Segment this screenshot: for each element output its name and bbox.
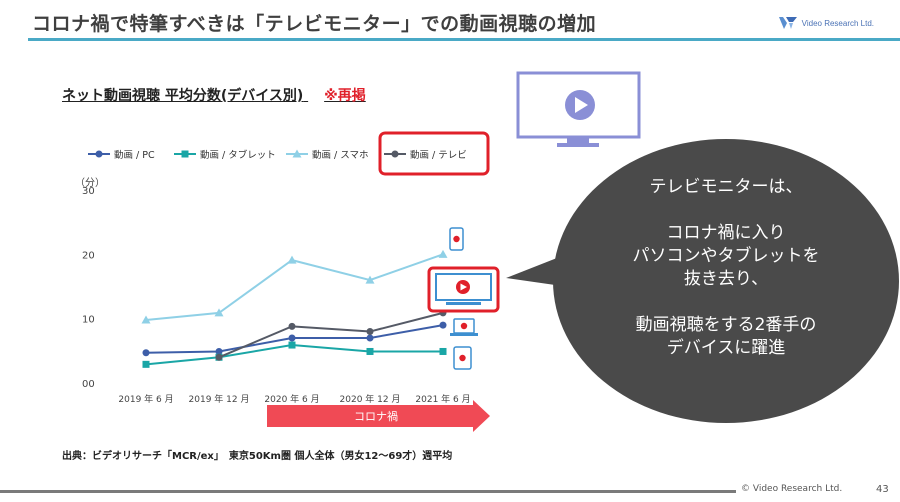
- data-point: [142, 360, 150, 368]
- data-point: [215, 347, 223, 355]
- legend-label: 動画 / タブレット: [200, 149, 276, 161]
- data-point: [366, 328, 374, 336]
- chart-subtitle: ネット動画視聴 平均分数(デバイス別) ※再掲: [62, 85, 366, 105]
- logo-mark-icon: [778, 17, 797, 29]
- x-tick-label: 2019 年 6 月: [118, 393, 173, 405]
- laptop-icon: [450, 318, 478, 336]
- data-point: [439, 321, 447, 329]
- tablet-icon: [453, 346, 472, 370]
- play-icon: [460, 283, 467, 291]
- bubble-line: 動画視聴をする2番手の: [635, 315, 817, 335]
- data-point: [288, 341, 296, 349]
- data-point: [439, 347, 447, 355]
- bubble-line: デバイスに躍進: [666, 338, 786, 358]
- legend-item: 動画 / テレビ: [384, 150, 467, 161]
- y-axis-label: （分）: [75, 177, 105, 189]
- y-tick-label: 10: [82, 315, 95, 326]
- footer-rule: [0, 490, 736, 493]
- bubble-line: [600, 291, 852, 314]
- smartphone-icon: [449, 227, 464, 251]
- data-point: [287, 255, 297, 264]
- corona-period-label: コロナ禍: [354, 409, 398, 423]
- data-point: [365, 275, 375, 284]
- x-tick-label: 2019 年 12 月: [189, 393, 250, 405]
- chart-subtitle-text: ネット動画視聴 平均分数(デバイス別): [62, 88, 304, 104]
- bubble-line: テレビモニターは、: [649, 177, 803, 197]
- page-number: 43: [876, 484, 889, 495]
- y-tick-label: 20: [82, 250, 95, 261]
- x-tick-label: 2021 年 6 月: [415, 393, 470, 405]
- legend-label: 動画 / スマホ: [312, 150, 368, 161]
- chart-legend: 動画 / PC 動画 / タブレット 動画 / スマホ 動画 / テレビ: [88, 149, 467, 161]
- data-point: [292, 149, 302, 158]
- x-tick-label: 2020 年 12 月: [340, 393, 401, 405]
- speech-bubble: [506, 139, 899, 423]
- y-tick-label: 30: [82, 186, 95, 197]
- legend-item: 動画 / PC: [88, 150, 155, 161]
- bubble-line: パソコンやタブレットを: [632, 246, 820, 266]
- data-point: [142, 349, 150, 357]
- data-point: [214, 308, 224, 317]
- title-rule: [28, 38, 900, 41]
- data-point: [181, 150, 189, 158]
- logo-text: Video Research Ltd.: [801, 18, 874, 28]
- series-動画 / スマホ: [141, 249, 448, 324]
- series-動画 / PC: [142, 321, 447, 357]
- y-tick-label: 00: [82, 379, 95, 390]
- bubble-line: 抜き去り、: [683, 269, 769, 289]
- data-point: [288, 334, 296, 342]
- source-note: 出典：ビデオリサーチ「MCR/ex」 東京50Km圏 個人全体（男女12〜69才…: [62, 451, 453, 462]
- bubble-line: [600, 199, 852, 222]
- series-動画 / タブレット: [142, 341, 447, 368]
- data-point: [288, 322, 296, 330]
- bubble-message: テレビモニターは、 コロナ禍に入りパソコンやタブレットを 抜き去り、動画視聴をする2…: [600, 176, 852, 360]
- data-point: [391, 150, 399, 158]
- legend-item: 動画 / タブレット: [174, 149, 276, 161]
- legend-label: 動画 / PC: [114, 150, 155, 161]
- legend-label: 動画 / テレビ: [410, 150, 467, 161]
- data-point: [366, 347, 374, 355]
- legend-highlight-box: [378, 131, 490, 176]
- series-line: [218, 311, 444, 359]
- tv-monitor-icon: [516, 71, 641, 147]
- tv-device-highlight: [427, 266, 500, 313]
- page-title: コロナ禍で特筆すべきは「テレビモニター」での動画視聴の増加: [32, 13, 597, 35]
- copyright: © Video Research Ltd.: [741, 484, 843, 494]
- corona-period-arrow: コロナ禍: [267, 400, 490, 432]
- data-point: [215, 353, 223, 361]
- data-point: [438, 249, 448, 258]
- x-tick-label: 2020 年 6 月: [264, 393, 319, 405]
- series-line: [145, 253, 444, 321]
- legend-item: 動画 / スマホ: [286, 149, 368, 161]
- data-point: [366, 334, 374, 342]
- data-point: [95, 150, 103, 158]
- brand-logo: Video Research Ltd.: [778, 16, 874, 30]
- data-point: [141, 315, 151, 324]
- bubble-line: コロナ禍に入り: [666, 223, 786, 243]
- chart-subtitle-note: ※再掲: [324, 88, 366, 104]
